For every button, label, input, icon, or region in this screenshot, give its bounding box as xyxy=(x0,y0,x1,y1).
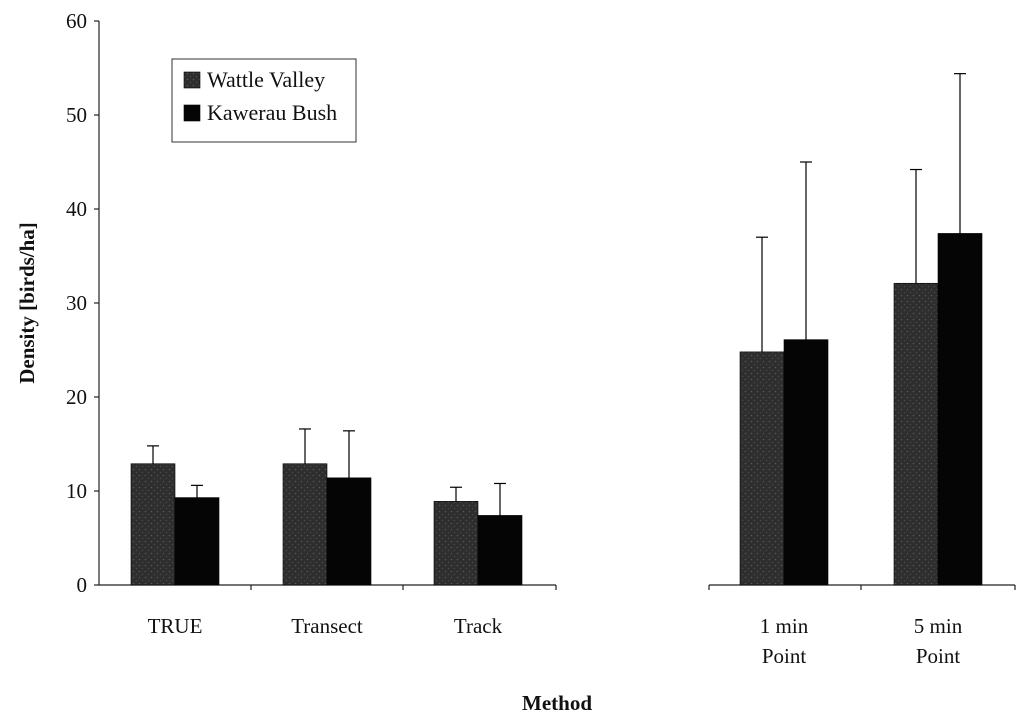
x-category-label-transect: Transect xyxy=(291,614,363,638)
legend-swatch-1 xyxy=(183,104,201,122)
x-category-label-true: TRUE xyxy=(148,614,203,638)
legend-swatch-0 xyxy=(183,71,201,89)
y-tick-label: 0 xyxy=(77,573,88,597)
bar-5min-wattle-valley xyxy=(893,282,939,586)
bar-true-wattle-valley xyxy=(130,463,176,586)
bar-track-wattle-valley xyxy=(433,501,479,586)
bar-transect-kawerau-bush xyxy=(326,477,372,586)
bar-track-kawerau-bush xyxy=(477,515,523,586)
y-tick-label: 30 xyxy=(66,291,87,315)
x-category-label-1min: 1 min xyxy=(760,614,809,638)
x-axis-title: Method xyxy=(522,691,592,715)
legend-box xyxy=(171,58,357,143)
x-category-label-track: Track xyxy=(454,614,503,638)
y-tick-label: 60 xyxy=(66,9,87,33)
bar-transect-wattle-valley xyxy=(282,463,328,586)
bar-1min-wattle-valley xyxy=(739,351,785,586)
bar-5min-kawerau-bush xyxy=(937,233,983,586)
y-tick-label: 10 xyxy=(66,479,87,503)
legend-label-1: Kawerau Bush xyxy=(207,100,337,125)
bar-1min-kawerau-bush xyxy=(783,339,829,586)
y-axis-title: Density [birds/ha] xyxy=(15,222,39,384)
legend: Wattle Valley Kawerau Bush xyxy=(171,58,357,143)
y-tick-label: 50 xyxy=(66,103,87,127)
x-category-label-1min: Point xyxy=(762,644,807,668)
bar-true-kawerau-bush xyxy=(174,497,220,586)
x-category-label-5min: Point xyxy=(916,644,961,668)
x-category-label-5min: 5 min xyxy=(914,614,963,638)
legend-label-0: Wattle Valley xyxy=(207,67,325,92)
y-tick-label: 40 xyxy=(66,197,87,221)
y-tick-label: 20 xyxy=(66,385,87,409)
